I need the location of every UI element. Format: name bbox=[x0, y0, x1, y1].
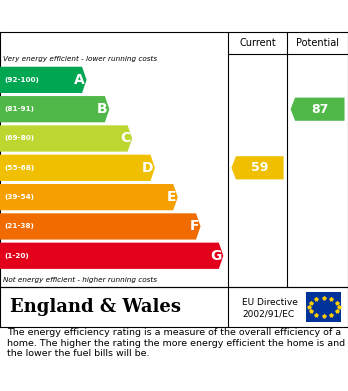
Text: Current: Current bbox=[239, 38, 276, 48]
Text: D: D bbox=[142, 161, 153, 175]
Text: England & Wales: England & Wales bbox=[10, 298, 181, 316]
Text: A: A bbox=[74, 73, 85, 87]
Text: (69-80): (69-80) bbox=[4, 136, 34, 142]
Text: F: F bbox=[189, 219, 199, 233]
Text: 59: 59 bbox=[251, 161, 268, 174]
Polygon shape bbox=[231, 156, 284, 179]
Text: Energy Efficiency Rating: Energy Efficiency Rating bbox=[9, 9, 230, 23]
Polygon shape bbox=[0, 155, 155, 181]
Text: EU Directive: EU Directive bbox=[242, 298, 298, 307]
Text: Very energy efficient - lower running costs: Very energy efficient - lower running co… bbox=[3, 56, 158, 62]
Polygon shape bbox=[0, 243, 223, 269]
Text: G: G bbox=[210, 249, 222, 263]
Text: Potential: Potential bbox=[296, 38, 339, 48]
Text: 87: 87 bbox=[311, 103, 329, 116]
Text: (39-54): (39-54) bbox=[4, 194, 34, 200]
Text: 2002/91/EC: 2002/91/EC bbox=[242, 310, 294, 319]
Text: B: B bbox=[97, 102, 108, 116]
Bar bbox=[306, 292, 341, 322]
Text: (55-68): (55-68) bbox=[4, 165, 34, 171]
Polygon shape bbox=[0, 67, 87, 93]
Text: E: E bbox=[167, 190, 176, 204]
Polygon shape bbox=[0, 96, 109, 122]
Text: (81-91): (81-91) bbox=[4, 106, 34, 112]
Polygon shape bbox=[0, 184, 178, 210]
Polygon shape bbox=[0, 126, 132, 152]
Text: C: C bbox=[120, 131, 130, 145]
Polygon shape bbox=[0, 213, 200, 240]
Text: (21-38): (21-38) bbox=[4, 223, 34, 230]
Text: (1-20): (1-20) bbox=[4, 253, 29, 259]
Text: (92-100): (92-100) bbox=[4, 77, 39, 83]
Text: The energy efficiency rating is a measure of the overall efficiency of a home. T: The energy efficiency rating is a measur… bbox=[7, 328, 345, 358]
Polygon shape bbox=[291, 98, 345, 121]
Text: Not energy efficient - higher running costs: Not energy efficient - higher running co… bbox=[3, 277, 158, 283]
